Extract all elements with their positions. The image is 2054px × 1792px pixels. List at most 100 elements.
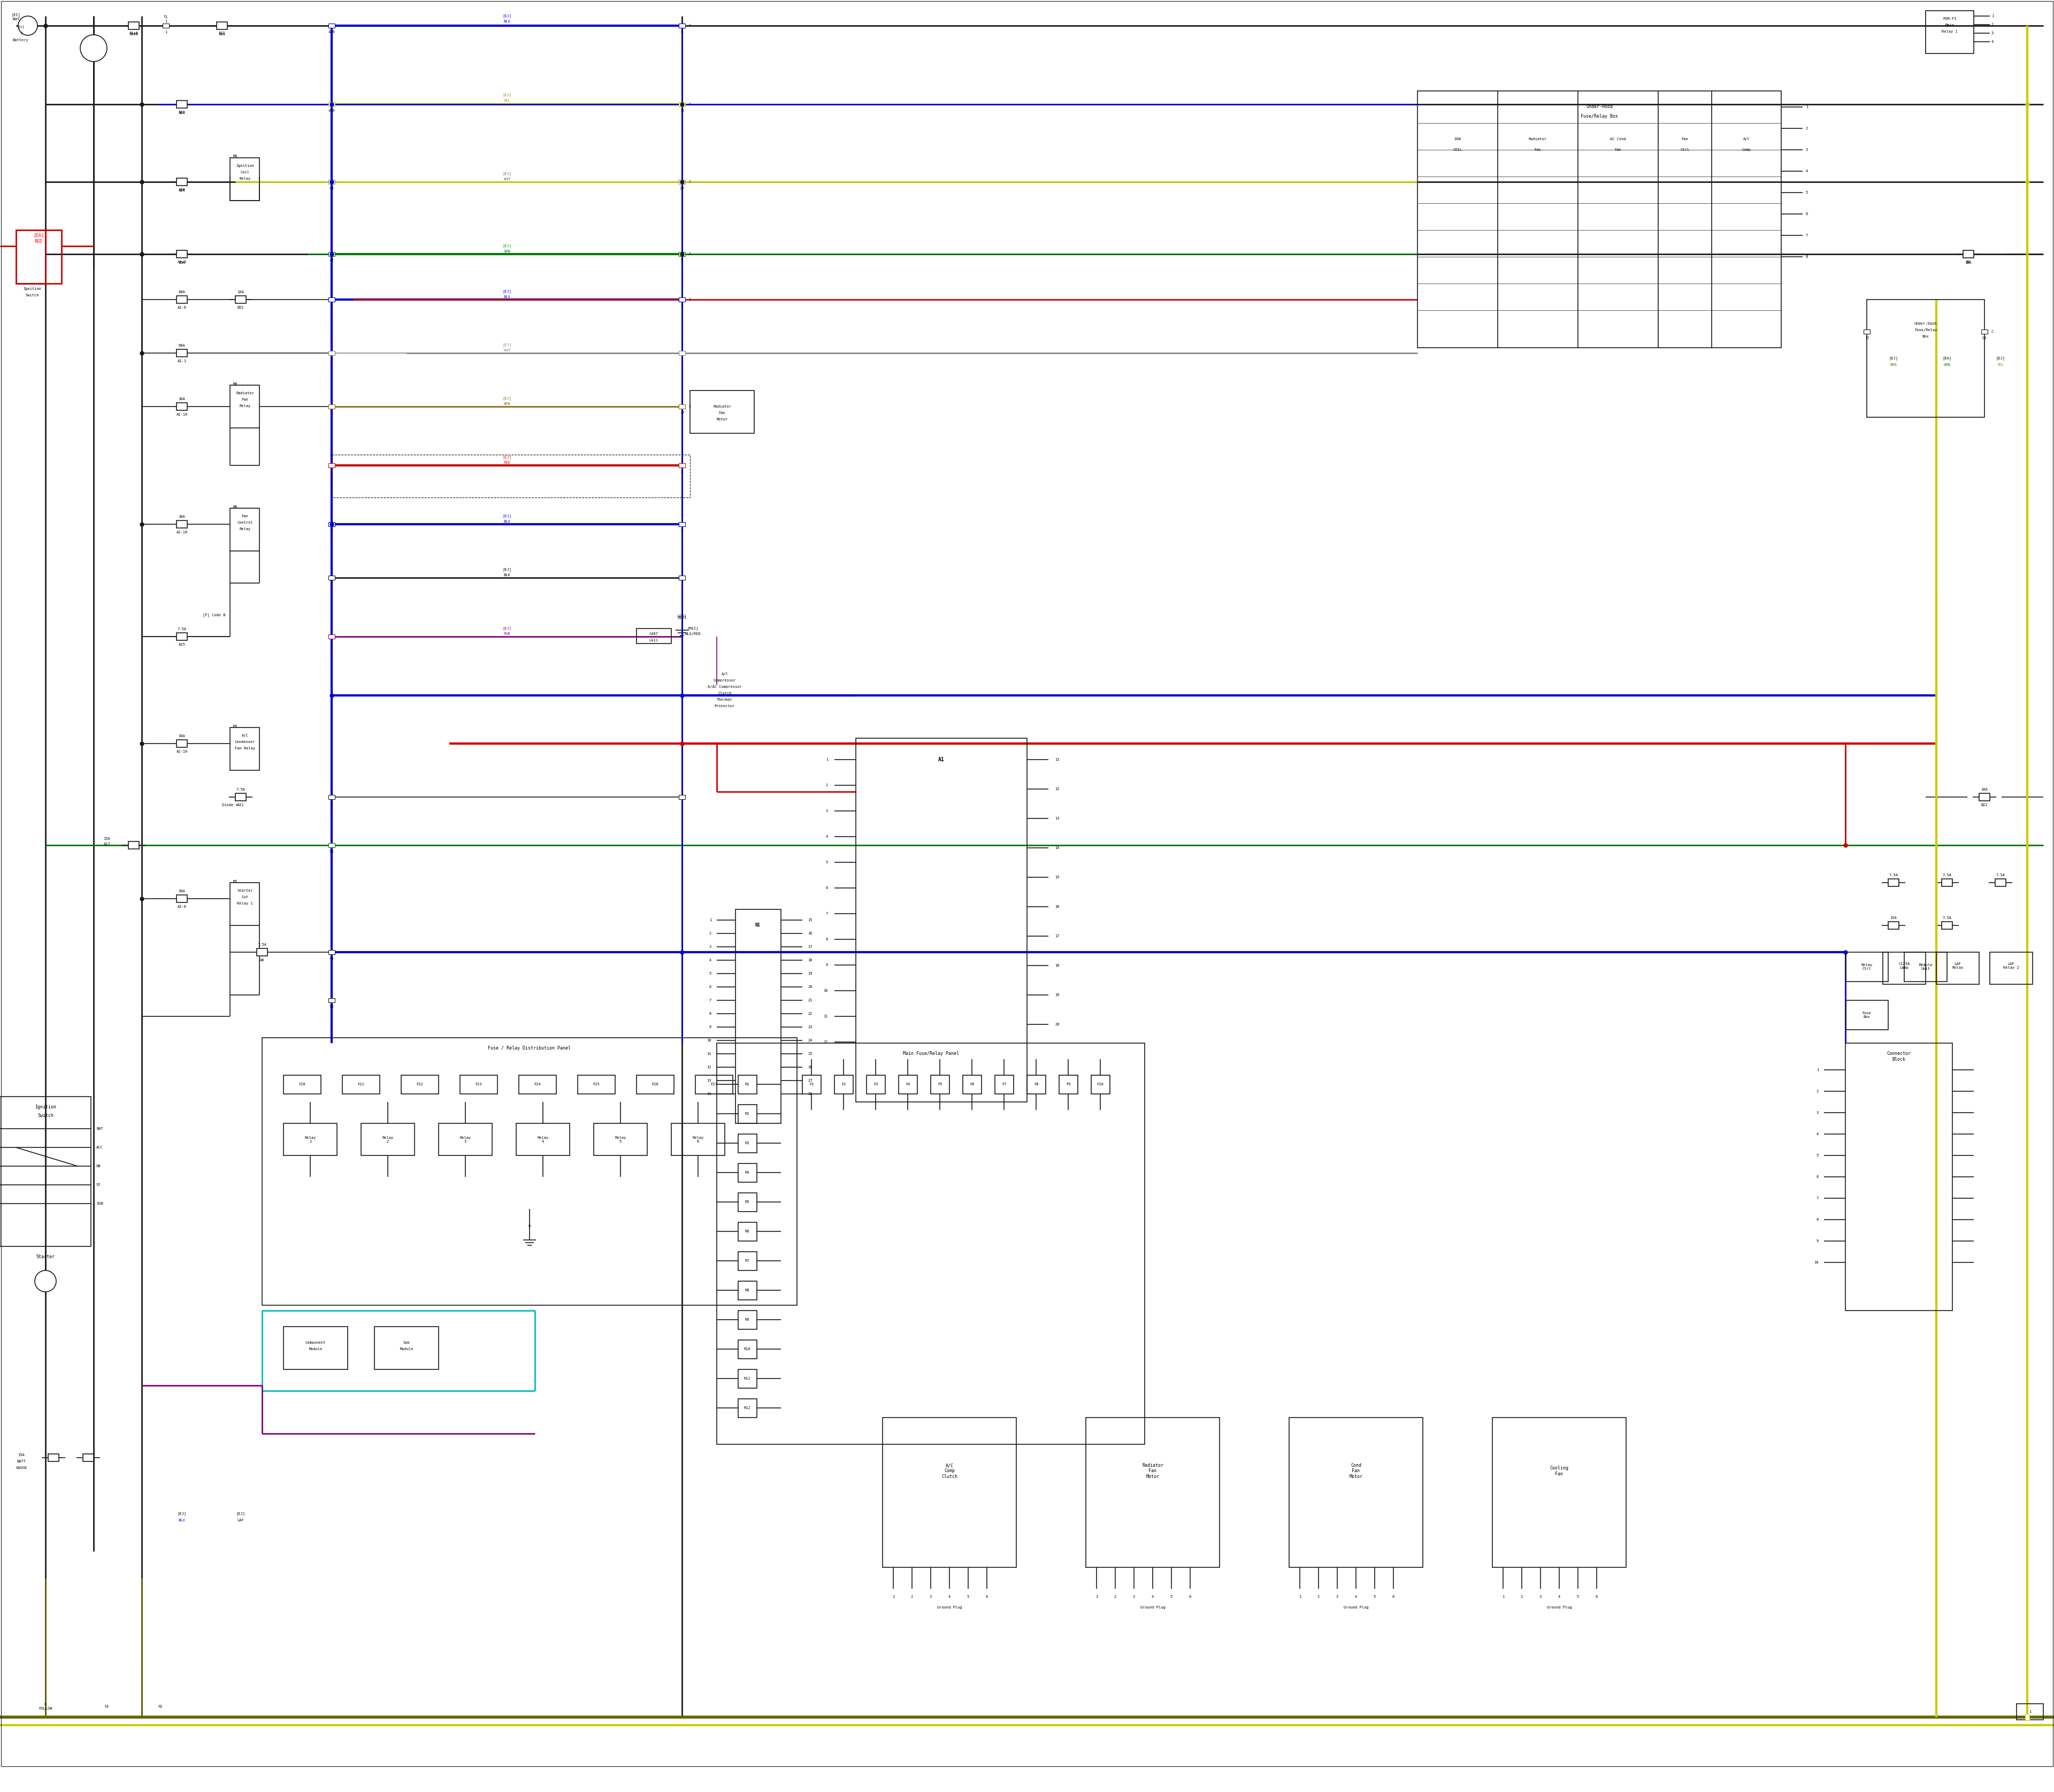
Text: A30: A30: [179, 188, 185, 192]
Text: 2: 2: [1520, 1595, 1522, 1598]
Text: 6: 6: [1596, 1595, 1598, 1598]
Text: F23: F23: [474, 1082, 483, 1086]
Text: 17: 17: [807, 944, 811, 948]
Text: 5: 5: [709, 971, 711, 975]
Text: 2: 2: [680, 529, 684, 532]
Text: R5: R5: [746, 1201, 750, 1204]
Text: Ground Plug: Ground Plug: [1140, 1606, 1165, 1609]
Text: 5: 5: [967, 1595, 969, 1598]
Bar: [1994, 878, 2007, 887]
Bar: [867, 1075, 885, 1093]
Text: Fan Relay: Fan Relay: [234, 747, 255, 751]
Bar: [177, 177, 187, 186]
Text: A25: A25: [179, 643, 185, 647]
Bar: [329, 102, 335, 106]
Text: YEL: YEL: [1996, 364, 2005, 366]
Text: 6: 6: [986, 1595, 988, 1598]
Text: 4: 4: [331, 529, 333, 532]
Text: F27: F27: [711, 1082, 717, 1086]
Bar: [177, 633, 187, 640]
Text: 12: 12: [1056, 787, 1060, 790]
Bar: [230, 385, 259, 428]
Text: 30A: 30A: [179, 398, 185, 401]
Text: 6: 6: [1816, 1176, 1818, 1179]
Text: 16: 16: [1056, 905, 1060, 909]
Bar: [1060, 1075, 1078, 1093]
Bar: [329, 634, 335, 638]
Bar: [0, 1097, 90, 1247]
Bar: [1493, 1417, 1627, 1568]
Text: F22: F22: [417, 1082, 423, 1086]
Text: A6: A6: [259, 959, 265, 962]
Bar: [257, 948, 267, 955]
Text: Relay 1: Relay 1: [1941, 30, 1957, 34]
Bar: [737, 1281, 756, 1299]
Text: R4: R4: [746, 1170, 750, 1174]
Text: 2: 2: [826, 783, 828, 787]
Text: 20: 20: [807, 986, 811, 989]
Bar: [216, 22, 228, 29]
Text: R9: R9: [746, 1319, 750, 1321]
Text: F26: F26: [651, 1082, 659, 1086]
Text: 2: 2: [680, 305, 684, 308]
Text: 1: 1: [1501, 1595, 1504, 1598]
Bar: [362, 1124, 415, 1156]
Bar: [329, 575, 335, 581]
Bar: [1888, 878, 1898, 887]
Text: 1: 1: [1816, 1068, 1818, 1072]
Text: BRN: BRN: [1890, 364, 1898, 366]
Text: 2: 2: [680, 470, 684, 473]
Text: Under-Hood: Under-Hood: [1586, 104, 1612, 109]
Text: 3: 3: [1335, 1595, 1339, 1598]
Text: Connector
Block: Connector Block: [1888, 1052, 1910, 1061]
Text: B22: B22: [1980, 803, 1988, 806]
Text: A22: A22: [179, 111, 185, 115]
Text: [EJ]: [EJ]: [503, 396, 511, 400]
Bar: [177, 100, 187, 108]
Text: R2: R2: [746, 1113, 750, 1115]
Bar: [329, 521, 335, 527]
Text: Ctrl: Ctrl: [1680, 149, 1690, 151]
Bar: [1980, 794, 1990, 801]
Text: 13: 13: [707, 1079, 711, 1082]
Text: Ignition: Ignition: [35, 1106, 55, 1109]
Bar: [177, 894, 187, 903]
Bar: [401, 1075, 440, 1093]
Text: 18: 18: [807, 959, 811, 962]
Text: Module: Module: [308, 1348, 322, 1351]
Text: 10: 10: [1814, 1262, 1818, 1263]
Bar: [230, 158, 259, 201]
Text: 15A: 15A: [179, 262, 185, 263]
Text: 3: 3: [1990, 32, 1994, 34]
Text: [EJ]: [EJ]: [503, 93, 511, 97]
Bar: [343, 1075, 380, 1093]
Bar: [283, 1326, 347, 1369]
Text: 4: 4: [331, 470, 333, 473]
Bar: [374, 1326, 440, 1369]
Text: A2-10: A2-10: [177, 530, 187, 534]
Text: C: C: [688, 181, 690, 183]
Text: Ground Plug: Ground Plug: [1343, 1606, 1368, 1609]
Text: 1: 1: [164, 30, 166, 34]
Text: 4: 4: [1356, 1595, 1358, 1598]
Text: 4: 4: [709, 959, 711, 962]
Text: 17: 17: [1056, 934, 1060, 937]
Bar: [637, 1075, 674, 1093]
Text: 4: 4: [949, 1595, 951, 1598]
Text: 28: 28: [807, 1093, 811, 1095]
Bar: [678, 351, 686, 355]
Text: C: C: [688, 102, 690, 106]
Bar: [737, 1400, 756, 1417]
Bar: [329, 950, 335, 955]
Circle shape: [35, 1271, 55, 1292]
Text: A/AC Compressor: A/AC Compressor: [709, 685, 741, 688]
Text: Fuse / Relay Distribution Panel: Fuse / Relay Distribution Panel: [489, 1047, 571, 1050]
Bar: [930, 1075, 949, 1093]
Text: 1: 1: [2029, 1710, 2031, 1713]
Text: 15A: 15A: [18, 1453, 25, 1457]
Text: Fan: Fan: [1682, 138, 1688, 142]
Text: 15A: 15A: [1890, 916, 1898, 919]
Text: F8: F8: [1033, 1082, 1039, 1086]
Text: 2: 2: [331, 305, 333, 308]
Bar: [737, 1134, 756, 1152]
